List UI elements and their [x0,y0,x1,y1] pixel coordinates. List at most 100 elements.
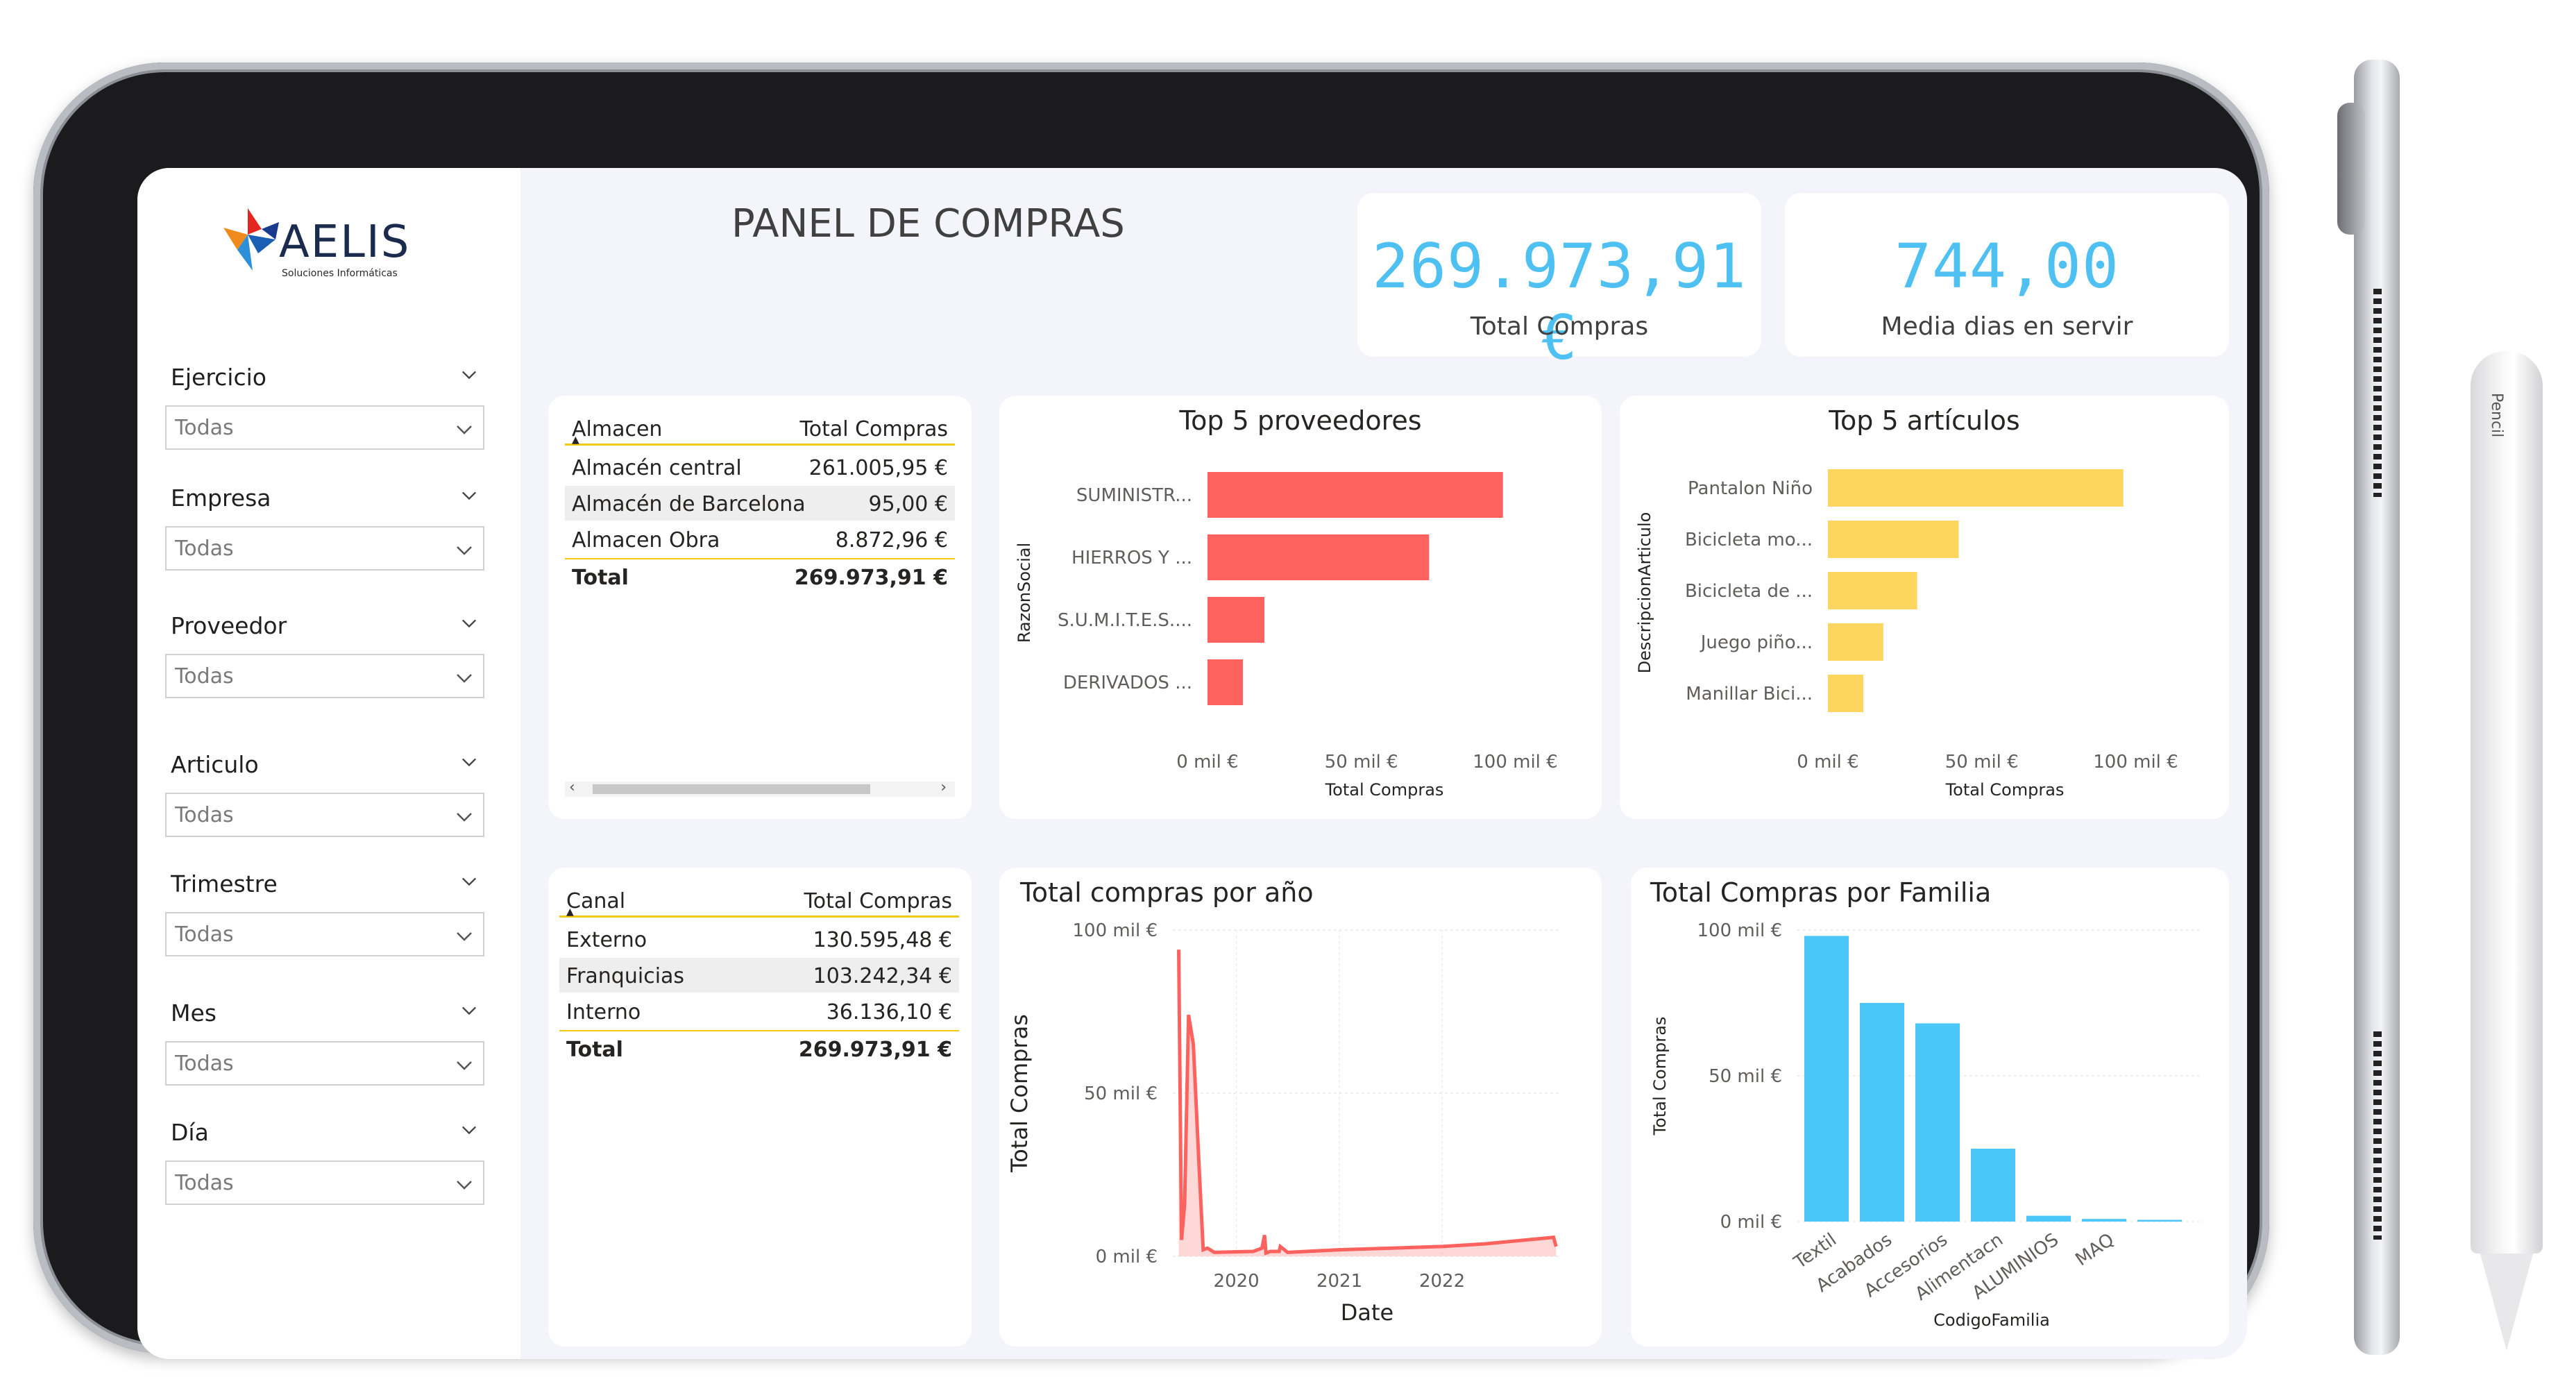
logo-tagline: Soluciones Informáticas [282,268,398,279]
filter-dropdown-3[interactable]: Todas [165,793,484,837]
y-axis-title: Total Compras [1650,1017,1670,1136]
table-row[interactable]: Interno 36.136,10 € [559,994,959,1029]
x-axis-title: Date [1341,1299,1393,1326]
x-axis-title: CodigoFamilia [1933,1310,2050,1330]
bar[interactable] [1828,675,1863,712]
kpi-total-compras-value: 269.973,91 € [1372,230,1747,373]
filter-collapse-chevron-icon[interactable] [461,754,477,770]
filter-collapse-chevron-icon[interactable] [461,615,477,632]
table-cell: Interno [566,1000,641,1024]
compras-ano-area-chart: 0 mil € 50 mil € 100 mil € 2020 2021 2022 Date… [1006,920,1561,1326]
bar[interactable] [1804,936,1849,1222]
logo-mark-icon [223,208,279,271]
x-tick-label: 100 mil € [2093,752,2178,773]
familia-column-chart: 0 mil €50 mil €100 mil €TextilAcabadosAc… [1650,920,2200,1330]
y-tick-label: 50 mil € [1709,1066,1782,1087]
bar[interactable] [1828,521,1959,558]
table-row[interactable]: Almacén central 261.005,95 € [565,450,955,484]
filter-dropdown-4[interactable]: Todas [165,912,484,956]
table-header-row: Almacen Total Compras ▲ [565,411,955,446]
sort-ascending-icon[interactable]: ▲ [566,906,574,918]
chart-title: Total Compras por Familia [1650,877,1992,908]
category-label: MAQ [2071,1229,2118,1270]
table-row[interactable]: Almacén de Barcelona 95,00 € [565,486,955,521]
table-cell: 269.973,91 € [798,1038,952,1062]
x-tick-label: 0 mil € [1176,752,1238,773]
articulos-bar-chart: Pantalon Niño Bicicleta mo... Bicicleta de… [1635,469,2178,800]
scrollbar-thumb[interactable] [593,784,870,794]
filter-collapse-chevron-icon[interactable] [461,366,477,383]
table-row[interactable]: Franquicias 103.242,34 € [559,958,959,993]
proveedores-bar-chart: SUMINISTR... HIERROS Y ... S.U.M.I.T.E.S..… [1015,472,1558,800]
bar[interactable] [1971,1149,2015,1222]
filter-value: Todas [175,416,234,440]
filter-collapse-chevron-icon[interactable] [461,1122,477,1138]
table-total-row: Total 269.973,91 € [565,558,955,593]
filter-dropdown-1[interactable]: Todas [165,526,484,571]
category-label: Bicicleta de ... [1685,581,1813,602]
chevron-down-icon [457,1181,472,1190]
table-cell: Almacén central [572,456,742,480]
table-cell: 130.595,48 € [813,928,952,952]
sort-ascending-icon[interactable]: ▲ [572,434,579,446]
column-header[interactable]: Canal [566,889,626,913]
pencil-body [2471,351,2543,1254]
logo-brand: AELIS [279,217,411,268]
category-label: Manillar Bici... [1686,684,1813,704]
category-label: SUMINISTR... [1076,485,1192,506]
filter-collapse-chevron-icon[interactable] [461,873,477,890]
top-proveedores-card: Top 5 proveedores SUMINISTR... HIERROS Y … [999,396,1602,819]
chart-title: Total compras por año [1020,877,1314,908]
column-header[interactable]: Total Compras [804,889,952,913]
column-header[interactable]: Total Compras [799,417,948,441]
x-tick-label: 2021 [1316,1271,1362,1292]
x-tick-label: 50 mil € [1945,752,2019,773]
table-cell: Almacén de Barcelona [572,492,806,516]
filter-label-3: Articulo [171,751,259,778]
y-tick-label: 100 mil € [1073,920,1158,941]
bar[interactable] [1208,597,1265,643]
bar[interactable] [1208,534,1430,580]
bar[interactable] [1828,572,1917,609]
filter-label-4: Trimestre [171,870,278,897]
scroll-right-icon[interactable]: › [940,779,947,796]
table-total-row: Total 269.973,91 € [559,1030,959,1065]
kpi-media-dias-value: 744,00 [1895,230,2119,302]
table-cell: Total [572,566,629,590]
table-cell: Total [566,1038,623,1062]
filter-collapse-chevron-icon[interactable] [461,1002,477,1019]
kpi-total-compras-card: 269.973,91 € Total Compras [1357,193,1761,373]
aelis-logo: AELIS Soluciones Informáticas [210,201,439,279]
bar[interactable] [1208,472,1503,518]
table-cell: 103.242,34 € [813,964,952,988]
bar[interactable] [1860,1003,1904,1222]
column-header[interactable]: Almacen [572,417,663,441]
table-row[interactable]: Almacen Obra 8.872,96 € [565,522,955,557]
x-tick-label: 2022 [1419,1271,1465,1292]
chevron-down-icon [457,1061,472,1070]
filter-dropdown-6[interactable]: Todas [165,1161,484,1205]
bar[interactable] [2137,1220,2182,1222]
chevron-down-icon [457,674,472,683]
bar[interactable] [2026,1215,2071,1222]
table-cell: 261.005,95 € [808,456,948,480]
filter-collapse-chevron-icon[interactable] [461,487,477,504]
compras-por-familia-card: Total Compras por Familia 0 mil € 50 mil … [1631,868,2229,1347]
filter-value: Todas [175,537,234,561]
scroll-left-icon[interactable]: ‹ [569,779,575,796]
horizontal-scrollbar[interactable]: ‹ › [565,779,955,797]
filter-dropdown-5[interactable]: Todas [165,1041,484,1086]
chevron-down-icon [457,425,472,434]
bar[interactable] [1828,469,2124,507]
table-row[interactable]: Externo 130.595,48 € [559,922,959,956]
bar[interactable] [2082,1219,2126,1222]
bar[interactable] [1208,659,1243,705]
category-label: Juego piño... [1700,632,1813,653]
filter-dropdown-0[interactable]: Todas [165,405,484,450]
chevron-down-icon [457,813,472,822]
bar[interactable] [1915,1023,1960,1222]
filter-dropdown-2[interactable]: Todas [165,654,484,698]
series-line[interactable] [1177,950,1558,1256]
bar[interactable] [1828,623,1883,661]
y-axis-title: Total Compras [1006,1014,1033,1173]
